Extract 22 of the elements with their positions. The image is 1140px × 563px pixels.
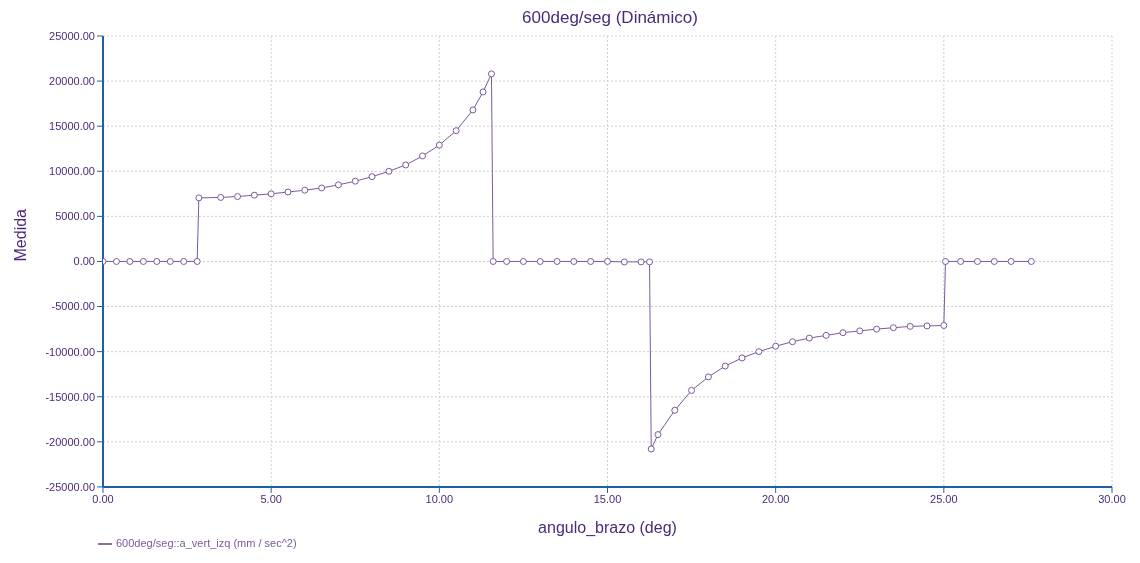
x-tick-label: 20.00 — [761, 492, 790, 505]
x-tick-label: 5.00 — [260, 492, 282, 505]
x-tick-label: 10.00 — [425, 492, 454, 505]
y-tick-label: 5000.00 — [55, 210, 95, 223]
x-tick-label: 0.00 — [92, 492, 114, 505]
y-tick-label: -15000.00 — [45, 390, 95, 403]
y-tick-label: -20000.00 — [45, 435, 95, 448]
y-tick-label: -10000.00 — [45, 345, 95, 358]
y-tick-label: -25000.00 — [45, 480, 95, 493]
y-tick-label: 25000.00 — [49, 29, 95, 42]
y-tick-label: 10000.00 — [49, 165, 95, 178]
y-tick-label: 20000.00 — [49, 75, 95, 87]
y-tick-label: 0.00 — [73, 255, 95, 268]
x-tick-label: 15.00 — [593, 492, 622, 505]
x-tick-label: 30.00 — [1098, 492, 1126, 505]
x-tick-label: 25.00 — [930, 492, 958, 505]
y-tick-label: 15000.00 — [49, 120, 95, 133]
chart-title: 600deg/seg (Dinámico) — [521, 8, 699, 29]
y-tick-label: -5000.00 — [51, 300, 95, 313]
y-axis-title: Medida — [11, 208, 29, 262]
x-axis-title: angulo_brazo (deg) — [538, 518, 677, 537]
legend-label: 600deg/seg::a_vert_izq (mm / sec^2) — [116, 536, 297, 549]
